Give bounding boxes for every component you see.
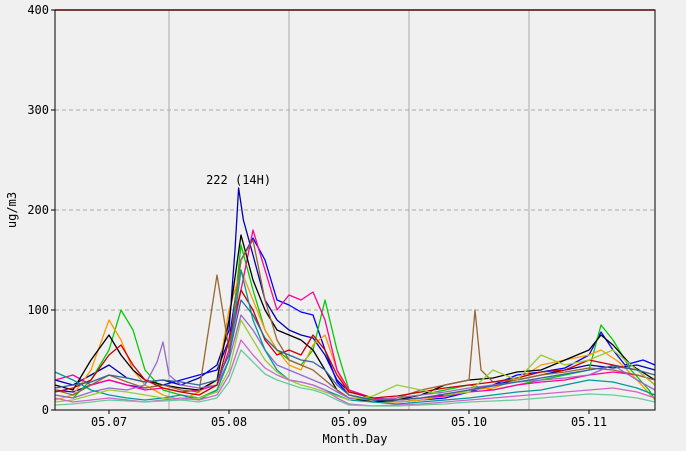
series-line <box>54 239 656 401</box>
y-tick-label: 400 <box>27 3 49 17</box>
x-tick-label: 05.09 <box>331 415 367 429</box>
y-tick-label: 100 <box>27 303 49 317</box>
series-line <box>54 349 656 407</box>
grid-lines <box>55 10 655 410</box>
y-tick-label: 0 <box>42 403 49 417</box>
series-line <box>54 229 656 401</box>
y-axis-ticks: 0 100 200 300 400 <box>27 3 55 417</box>
x-tick-label: 05.11 <box>571 415 607 429</box>
x-tick-label: 05.08 <box>211 415 247 429</box>
series-line <box>54 289 656 399</box>
x-axis-ticks: 05.07 05.08 05.09 05.10 05.11 <box>91 410 607 429</box>
series-line <box>54 299 656 401</box>
x-axis-label: Month.Day <box>322 432 387 446</box>
peak-annotation: 222 (14H) <box>206 173 271 187</box>
x-tick-label: 05.10 <box>451 415 487 429</box>
series-line <box>54 319 656 403</box>
series-line <box>54 269 656 403</box>
y-axis-label: ug/m3 <box>5 192 19 228</box>
x-tick-label: 05.07 <box>91 415 127 429</box>
y-tick-label: 200 <box>27 203 49 217</box>
y-tick-label: 300 <box>27 103 49 117</box>
series-lines <box>54 187 656 407</box>
